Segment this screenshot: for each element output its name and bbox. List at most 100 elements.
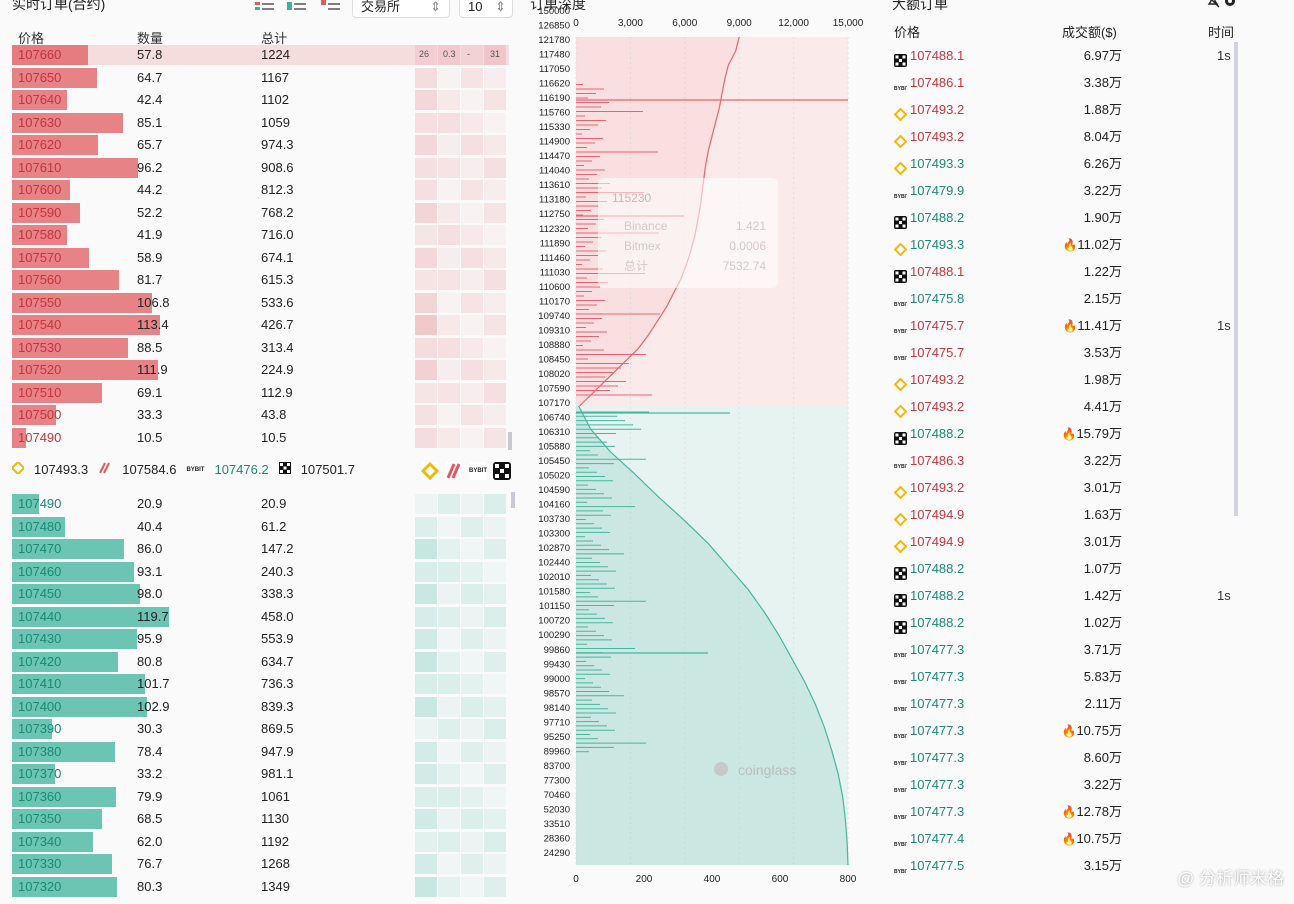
bid-row[interactable]: 107360 79.9 1061 [12,786,412,808]
ask-row[interactable]: 107660 57.8 1224 [12,44,412,66]
bid-row[interactable]: 107420 80.8 634.7 [12,651,412,673]
exchange-select[interactable]: 交易所 ⇕ [352,0,450,18]
ask-row[interactable]: 107580 41.9 716.0 [12,224,412,246]
scrollbar[interactable] [511,492,515,508]
ask-row[interactable]: 107490 10.5 10.5 [12,427,412,449]
bid-row[interactable]: 107430 95.9 553.9 [12,628,412,650]
ask-row[interactable]: 107600 44.2 812.3 [12,179,412,201]
bid-qty: 80.8 [137,653,163,669]
view-bids-icon[interactable] [286,0,308,15]
large-order-row[interactable]: BYBIT107477.3 3.22万 [890,771,1240,798]
heat-cell [438,135,460,155]
bid-row[interactable]: 107380 78.4 947.9 [12,741,412,763]
binance-icon [893,238,908,257]
ask-row[interactable]: 107550 106.8 533.6 [12,292,412,314]
ask-row[interactable]: 107520 111.9 224.9 [12,359,412,381]
large-order-row[interactable]: 107493.2 3.01万 [890,474,1240,501]
ask-row[interactable]: 107540 113.4 426.7 [12,314,412,336]
ask-row[interactable]: 107560 81.7 615.3 [12,269,412,291]
ask-row[interactable]: 107500 33.3 43.8 [12,404,412,426]
okx-filter-icon[interactable] [493,462,511,480]
bid-row[interactable]: 107410 101.7 736.3 [12,673,412,695]
bid-row[interactable]: 107480 40.4 61.2 [12,516,412,538]
heat-cell [438,427,460,448]
bid-row[interactable]: 107450 98.0 338.3 [12,583,412,605]
ask-row[interactable]: 107530 88.5 313.4 [12,337,412,359]
bid-row[interactable]: 107330 76.7 1268 [12,853,412,875]
large-order-row[interactable]: BYBIT107477.5 3.15万 [890,852,1240,879]
bid-price: 107440 [18,608,62,624]
depth-select[interactable]: 10 ⇕ [459,0,513,18]
large-order-row[interactable]: BYBIT107475.8 2.15万 [890,285,1240,312]
order-amount-value: 8.60万 [1083,750,1122,765]
ask-row[interactable]: 107590 52.2 768.2 [12,202,412,224]
large-order-row[interactable]: BYBIT107477.3 5.83万 [890,663,1240,690]
heat-cell [461,876,483,897]
ask-row[interactable]: 107570 58.9 674.1 [12,247,412,269]
view-asks-icon[interactable] [320,0,342,15]
bid-price: 107420 [18,653,62,669]
tooltip-name: Bitmex [624,239,661,253]
bid-row[interactable]: 107400 102.9 839.3 [12,696,412,718]
bid-row[interactable]: 107490 20.9 20.9 [12,493,412,515]
large-order-row[interactable]: 107493.3 6.26万 [890,150,1240,177]
large-order-row[interactable]: BYBIT107477.4 🔥10.75万 [890,825,1240,852]
heat-cell [415,854,437,874]
order-price: 107488.2 [910,615,965,630]
bid-row[interactable]: 107460 93.1 240.3 [12,561,412,583]
depth-chart[interactable]: 0 3,000 6,000 9,000 12,000 15,000 0 200 400 600 80… [520,0,890,904]
large-order-row[interactable]: BYBIT107486.3 3.22万 [890,447,1240,474]
large-order-row[interactable]: BYBIT107477.3 2.11万 [890,690,1240,717]
large-order-row[interactable]: 107493.3 🔥11.02万 [890,231,1240,258]
large-order-row[interactable]: 107494.9 1.63万 [890,501,1240,528]
scrollbar[interactable] [508,432,512,450]
tooltip-name: 总计 [624,259,648,273]
large-order-row[interactable]: 107488.2 1.02万 [890,609,1240,636]
large-order-row[interactable]: 107488.2 1.07万 [890,555,1240,582]
binance-filter-icon[interactable] [420,461,440,481]
large-order-row[interactable]: BYBIT107479.9 3.22万 [890,177,1240,204]
bitmex-filter-icon[interactable] [445,462,463,480]
large-order-row[interactable]: 107488.2 1.42万 1s [890,582,1240,609]
mute-icon[interactable] [1206,0,1220,13]
large-order-row[interactable]: BYBIT107477.3 🔥10.75万 [890,717,1240,744]
okx-icon [894,265,907,283]
large-order-row[interactable]: BYBIT107475.7 3.53万 [890,339,1240,366]
bid-row[interactable]: 107370 33.2 981.1 [12,763,412,785]
large-order-row[interactable]: BYBIT107477.3 3.71万 [890,636,1240,663]
bid-row[interactable]: 107350 68.5 1130 [12,808,412,830]
large-order-row[interactable]: 107488.1 1.22万 [890,258,1240,285]
large-order-row[interactable]: BYBIT107475.7 🔥11.41万 1s [890,312,1240,339]
ask-row[interactable]: 107620 65.7 974.3 [12,134,412,156]
bid-row[interactable]: 107390 30.3 869.5 [12,718,412,740]
large-order-row[interactable]: 107488.2 🔥15.79万 [890,420,1240,447]
large-order-row[interactable]: 107494.9 3.01万 [890,528,1240,555]
order-amount: 2.15万 [1084,285,1122,312]
bid-row[interactable]: 107320 80.3 1349 [12,876,412,898]
large-order-row[interactable]: 107493.2 1.98万 [890,366,1240,393]
large-order-row[interactable]: 107493.2 4.41万 [890,393,1240,420]
view-both-icon[interactable] [254,0,276,15]
large-order-row[interactable]: BYBIT107477.3 🔥12.78万 [890,798,1240,825]
scrollbar[interactable] [1234,42,1238,516]
large-order-row[interactable]: 107488.2 1.90万 [890,204,1240,231]
ask-row[interactable]: 107630 85.1 1059 [12,112,412,134]
ask-row[interactable]: 107510 69.1 112.9 [12,382,412,404]
large-order-row[interactable]: 107493.2 8.04万 [890,123,1240,150]
settings-icon[interactable] [1223,0,1237,13]
ask-row[interactable]: 107640 42.4 1102 [12,89,412,111]
large-order-row[interactable]: 107488.1 6.97万 1s [890,42,1240,69]
large-order-row[interactable]: BYBIT107477.3 8.60万 [890,744,1240,771]
orderbook-panel: 实时订单(合约) 交易所 ⇕ 10 ⇕ 价格 数量 总计 107660 57.8 1… [0,0,515,904]
bybit-filter-icon[interactable]: BYBIT [469,462,487,480]
ask-row[interactable]: 107610 96.2 908.6 [12,157,412,179]
heat-cell [461,157,483,178]
updown-icon: ⇕ [430,0,441,14]
bid-row[interactable]: 107440 119.7 458.0 [12,606,412,628]
svg-text:BYBIT: BYBIT [894,86,907,92]
bid-row[interactable]: 107470 86.0 147.2 [12,538,412,560]
large-order-row[interactable]: BYBIT107486.1 3.38万 [890,69,1240,96]
bid-row[interactable]: 107340 62.0 1192 [12,831,412,853]
large-order-row[interactable]: 107493.2 1.88万 [890,96,1240,123]
ask-row[interactable]: 107650 64.7 1167 [12,67,412,89]
